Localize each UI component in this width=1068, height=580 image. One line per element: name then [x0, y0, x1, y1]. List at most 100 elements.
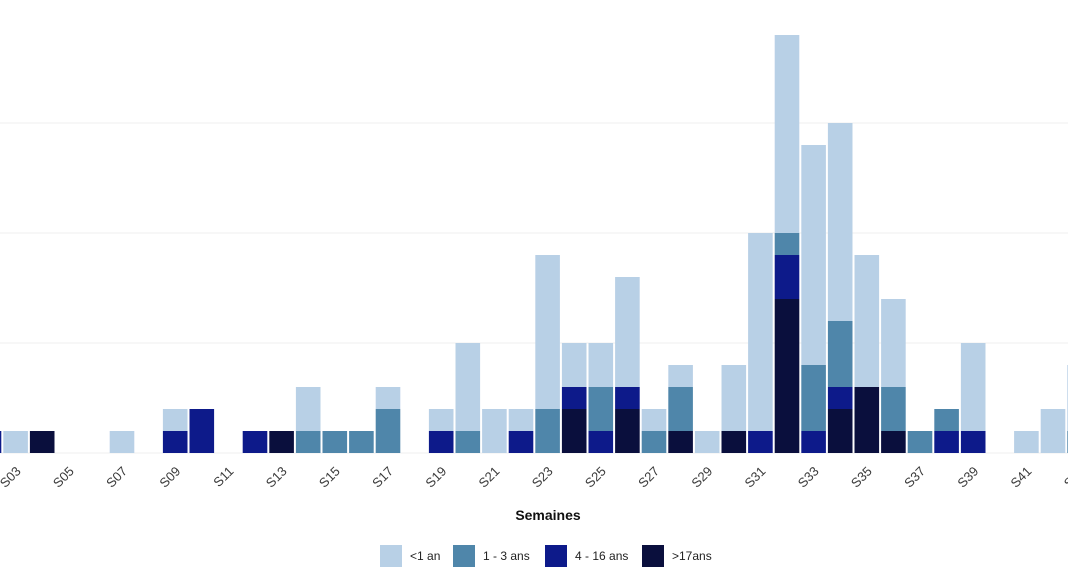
- x-tick-label: S05: [50, 464, 77, 491]
- x-tick-label: S41: [1008, 464, 1035, 491]
- bar-segment: [615, 409, 640, 453]
- bar-segment: [3, 431, 28, 453]
- bar-segment: [482, 409, 507, 453]
- bar-segment: [349, 431, 374, 453]
- x-tick-label: S27: [635, 464, 662, 491]
- bar-segment: [0, 431, 2, 453]
- bar-segment: [162, 409, 188, 431]
- x-tick-label: S13: [263, 464, 290, 491]
- bar-segment: [588, 343, 614, 387]
- x-tick-label: S43: [1061, 464, 1068, 491]
- x-tick-label: S25: [582, 464, 609, 491]
- bar-segment: [375, 387, 401, 409]
- bar-segment: [508, 409, 534, 431]
- x-axis-title: Semaines: [515, 507, 581, 523]
- bar-segment: [641, 431, 667, 453]
- bar-segment: [881, 431, 906, 453]
- bar-segment: [801, 365, 826, 431]
- legend-swatch: [545, 545, 567, 567]
- x-tick-label: S21: [476, 464, 503, 491]
- bar-segment: [854, 387, 880, 453]
- x-tick-label: S33: [795, 464, 822, 491]
- bar-segment: [535, 409, 560, 453]
- legend-label: 4 - 16 ans: [575, 549, 628, 563]
- legend-swatch: [642, 545, 664, 567]
- bar-segment: [588, 387, 614, 431]
- bar-segment: [774, 35, 800, 233]
- bar-segment: [1040, 409, 1066, 453]
- bar-segment: [162, 431, 188, 453]
- bar-segment: [721, 431, 747, 453]
- x-tick-label: S17: [369, 464, 396, 491]
- bar-segment: [428, 409, 454, 431]
- bar-segment: [561, 387, 587, 409]
- bar-segment: [801, 431, 826, 453]
- bar-segment: [960, 343, 986, 431]
- bar-segment: [295, 431, 321, 453]
- bar-segment: [827, 387, 853, 409]
- bar-segment: [242, 431, 268, 453]
- bar-segment: [269, 431, 294, 453]
- x-tick-label: S29: [688, 464, 715, 491]
- bar-segment: [748, 233, 773, 431]
- x-tick-label: S19: [422, 464, 449, 491]
- bar-segment: [29, 431, 55, 453]
- x-tick-label: S35: [848, 464, 875, 491]
- bar-segment: [748, 431, 773, 453]
- bar-segment: [827, 123, 853, 321]
- bar-segment: [561, 343, 587, 387]
- bar-segment: [295, 387, 321, 431]
- legend: <1 an 1 - 3 ans 4 - 16 ans >17ans: [380, 545, 712, 567]
- bar-segment: [375, 409, 401, 453]
- bar-segment: [801, 145, 826, 365]
- bar-segment: [721, 365, 747, 431]
- x-tick-label: S37: [901, 464, 928, 491]
- bar-segment: [881, 299, 906, 387]
- bar-segment: [907, 431, 933, 453]
- bar-segment: [694, 431, 720, 453]
- bar-segment: [455, 431, 481, 453]
- bar-segment: [934, 431, 959, 453]
- x-tick-label: S15: [316, 464, 343, 491]
- bar-segment: [428, 431, 454, 453]
- bar-segment: [1014, 431, 1039, 453]
- bar-segment: [588, 431, 614, 453]
- bar-segment: [827, 321, 853, 387]
- x-tick-label: S23: [529, 464, 556, 491]
- legend-swatch: [453, 545, 475, 567]
- bar-segment: [960, 431, 986, 453]
- x-tick-label: S09: [156, 464, 183, 491]
- x-tick-label: S39: [954, 464, 981, 491]
- bar-segment: [881, 387, 906, 431]
- bar-segment: [668, 365, 693, 387]
- x-tick-label: S03: [0, 464, 24, 491]
- bar-segment: [109, 431, 135, 453]
- bar-segment: [934, 409, 959, 431]
- bar-segment: [774, 255, 800, 299]
- bar-segment: [774, 299, 800, 453]
- x-tick-label: S11: [210, 464, 236, 490]
- bar-segment: [561, 409, 587, 453]
- x-tick-label: S31: [742, 464, 769, 491]
- x-tick-label: S07: [103, 464, 130, 491]
- bar-segment: [854, 255, 880, 387]
- legend-swatch: [380, 545, 402, 567]
- bar-segment: [455, 343, 481, 431]
- bar-segment: [774, 233, 800, 255]
- legend-label: >17ans: [672, 549, 712, 563]
- bar-segment: [508, 431, 534, 453]
- bar-segment: [322, 431, 348, 453]
- legend-label: <1 an: [410, 549, 440, 563]
- gridlines: [0, 122, 1068, 454]
- bar-segment: [668, 431, 693, 453]
- bar-segment: [668, 387, 693, 431]
- bar-segment: [641, 409, 667, 431]
- bars: [0, 35, 1068, 453]
- legend-label: 1 - 3 ans: [483, 549, 530, 563]
- bar-segment: [827, 409, 853, 453]
- bar-segment: [615, 387, 640, 409]
- bar-segment: [615, 277, 640, 387]
- bar-segment: [535, 255, 560, 409]
- bar-segment: [189, 409, 215, 453]
